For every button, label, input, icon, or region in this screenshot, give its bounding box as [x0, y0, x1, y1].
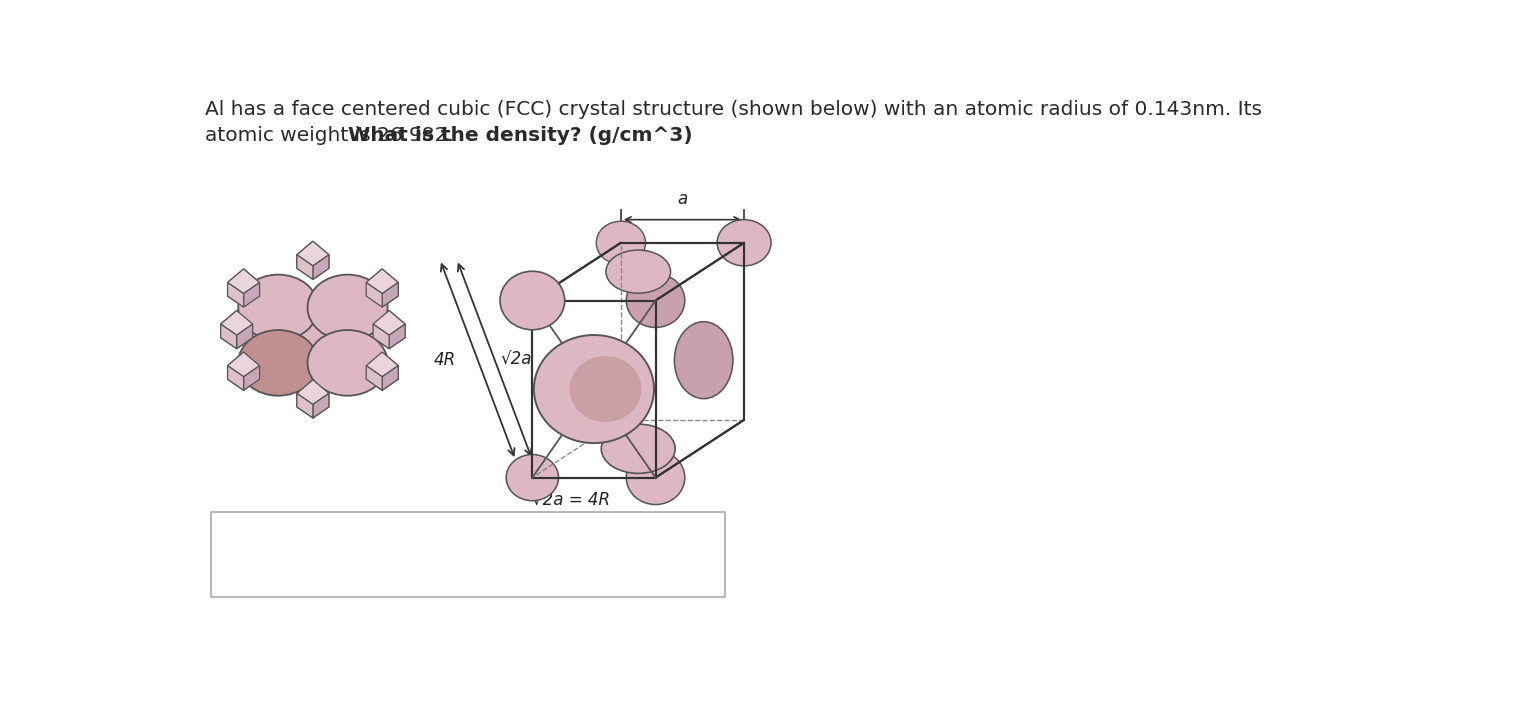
Ellipse shape — [308, 330, 387, 396]
Polygon shape — [243, 366, 260, 391]
Polygon shape — [228, 366, 243, 391]
Polygon shape — [366, 366, 383, 391]
Polygon shape — [298, 255, 313, 279]
Text: √2a: √2a — [501, 351, 533, 369]
Polygon shape — [228, 269, 260, 293]
Polygon shape — [298, 241, 329, 266]
Polygon shape — [298, 393, 313, 418]
FancyBboxPatch shape — [211, 512, 726, 597]
Polygon shape — [366, 352, 398, 377]
Polygon shape — [298, 380, 329, 404]
Polygon shape — [237, 324, 252, 348]
Polygon shape — [366, 366, 383, 391]
Polygon shape — [373, 311, 405, 335]
Polygon shape — [228, 283, 243, 307]
Polygon shape — [313, 393, 329, 418]
Polygon shape — [220, 324, 237, 348]
Polygon shape — [383, 366, 398, 391]
Polygon shape — [373, 324, 389, 348]
Polygon shape — [298, 255, 313, 279]
Polygon shape — [313, 393, 329, 418]
Polygon shape — [366, 283, 383, 307]
Ellipse shape — [606, 250, 671, 293]
Polygon shape — [220, 311, 252, 335]
Ellipse shape — [273, 302, 354, 368]
Polygon shape — [373, 324, 389, 348]
Polygon shape — [243, 283, 260, 307]
Polygon shape — [366, 352, 398, 377]
Polygon shape — [228, 352, 260, 377]
Polygon shape — [383, 283, 398, 307]
Polygon shape — [243, 366, 260, 391]
Polygon shape — [220, 324, 237, 348]
Ellipse shape — [627, 451, 685, 505]
Text: 4R: 4R — [434, 351, 455, 369]
Polygon shape — [313, 255, 329, 279]
Polygon shape — [298, 241, 329, 266]
Ellipse shape — [308, 275, 387, 341]
Polygon shape — [389, 324, 405, 348]
Polygon shape — [366, 269, 398, 293]
Text: a: a — [677, 190, 688, 208]
Ellipse shape — [238, 275, 319, 341]
Text: What is the density? (g/cm^3): What is the density? (g/cm^3) — [348, 126, 692, 145]
Polygon shape — [366, 283, 383, 307]
Text: atomic weight is 26.982.: atomic weight is 26.982. — [205, 126, 460, 145]
Polygon shape — [313, 255, 329, 279]
Polygon shape — [366, 269, 398, 293]
Ellipse shape — [597, 221, 645, 264]
Ellipse shape — [601, 424, 676, 473]
Polygon shape — [228, 269, 260, 293]
Ellipse shape — [716, 220, 771, 266]
Ellipse shape — [674, 322, 733, 398]
Text: √2a = 4R: √2a = 4R — [531, 492, 610, 510]
Polygon shape — [383, 283, 398, 307]
Polygon shape — [228, 366, 243, 391]
Polygon shape — [243, 283, 260, 307]
Ellipse shape — [505, 455, 559, 501]
Ellipse shape — [569, 356, 642, 422]
Polygon shape — [389, 324, 405, 348]
Ellipse shape — [238, 330, 319, 396]
Polygon shape — [228, 352, 260, 377]
Polygon shape — [373, 311, 405, 335]
Ellipse shape — [534, 335, 654, 443]
Text: Al has a face centered cubic (FCC) crystal structure (shown below) with an atomi: Al has a face centered cubic (FCC) cryst… — [205, 99, 1261, 119]
Ellipse shape — [499, 271, 565, 330]
Polygon shape — [220, 311, 252, 335]
Ellipse shape — [627, 273, 685, 328]
Polygon shape — [298, 393, 313, 418]
Polygon shape — [383, 366, 398, 391]
Polygon shape — [298, 380, 329, 404]
Polygon shape — [237, 324, 252, 348]
Polygon shape — [228, 283, 243, 307]
